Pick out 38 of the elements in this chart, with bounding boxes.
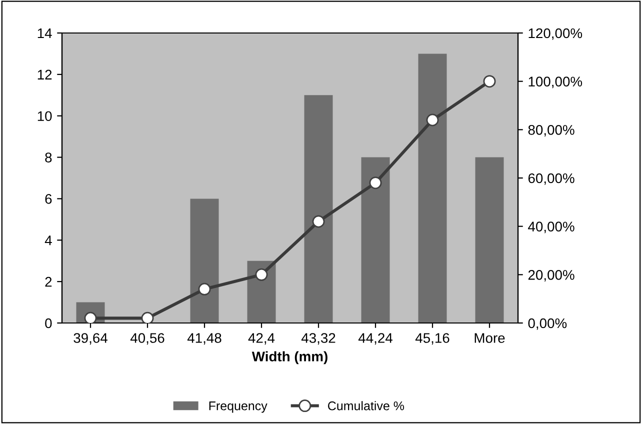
y-tick-label: 14 — [38, 28, 52, 38]
y-tick-label: 4 — [44, 236, 52, 246]
x-tick-label: 41,48 — [187, 333, 222, 345]
y2-tick-label: 60,00% — [528, 173, 574, 185]
point — [426, 114, 439, 126]
y-tick-label: 0 — [45, 318, 52, 328]
y-tick-label: 2 — [45, 276, 52, 287]
y2-tick-label: 120,00% — [528, 28, 582, 40]
point — [312, 215, 325, 228]
y2-tick-label: 20,00% — [528, 270, 574, 282]
x-tick-label: 42,4 — [248, 333, 275, 345]
bar — [304, 95, 333, 323]
x-tick-label: 43,32 — [301, 333, 336, 345]
bar — [418, 54, 447, 323]
legend-label: Cumulative % — [328, 401, 404, 410]
point — [198, 282, 211, 296]
y-tick-label: 6 — [45, 194, 52, 204]
y2-tick-label: 0,00% — [528, 318, 567, 330]
x-tick-label: 40,56 — [130, 333, 164, 345]
legend-label: Frequency — [209, 402, 268, 413]
point — [255, 268, 268, 281]
y-tick-label: 12 — [38, 70, 52, 80]
point — [141, 312, 154, 323]
x-axis-title: Width (mm) — [252, 351, 328, 364]
bar — [190, 198, 219, 323]
x-tick-label: More — [474, 333, 505, 343]
y-tick-label: 8 — [45, 152, 52, 162]
bar — [475, 157, 504, 323]
point — [483, 75, 496, 88]
x-tick-label: 39,64 — [74, 333, 108, 345]
y2-tick-label: 80,00% — [528, 125, 574, 136]
x-tick-label: 45,16 — [415, 333, 450, 345]
point — [369, 176, 382, 190]
bar — [361, 157, 390, 323]
y-tick-label: 10 — [38, 111, 52, 122]
y2-tick-label: 100,00% — [528, 76, 582, 88]
x-tick-label: 44,24 — [358, 333, 392, 345]
y2-tick-label: 40,00% — [528, 222, 574, 234]
